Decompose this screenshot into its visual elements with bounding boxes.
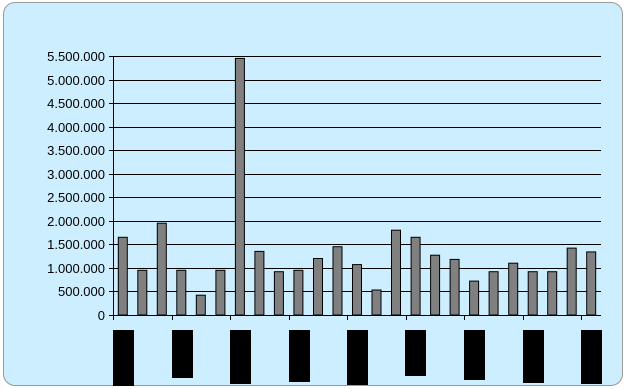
- y-tick-label: 5.500.000: [47, 49, 105, 64]
- bar: [293, 269, 304, 316]
- bar: [449, 258, 460, 316]
- bar: [391, 229, 401, 316]
- x-label-redaction-block: [113, 330, 134, 386]
- bar: [527, 271, 538, 316]
- bar: [469, 280, 480, 316]
- y-tick-label: 1.000.000: [47, 261, 105, 276]
- y-tick-label: 4.000.000: [47, 120, 105, 135]
- x-label-redaction-block: [405, 330, 426, 376]
- bar: [254, 250, 265, 316]
- bar: [586, 251, 597, 316]
- bar: [430, 254, 441, 316]
- bar: [195, 294, 206, 316]
- y-tick-label: 1.500.000: [47, 237, 105, 252]
- bar: [547, 271, 558, 316]
- bar: [176, 269, 187, 316]
- y-tick-label: 3.000.000: [47, 167, 105, 182]
- bars: [117, 57, 597, 316]
- bar: [371, 289, 382, 316]
- bar: [313, 258, 323, 316]
- y-tick-label: 3.500.000: [47, 143, 105, 158]
- redacted-x-labels: [113, 330, 602, 386]
- y-tick-label: 500.000: [58, 284, 105, 299]
- x-label-redaction-block: [347, 330, 368, 385]
- y-axis-tick-labels: 0 500.000 1.000.000 1.500.000 2.000.000 2.500…: [47, 49, 105, 323]
- bar: [234, 57, 245, 316]
- bar: [410, 236, 421, 316]
- x-label-redaction-block: [464, 330, 485, 380]
- x-label-redaction-block: [581, 330, 602, 384]
- y-tick-label: 0: [98, 308, 105, 323]
- chart-frame: [3, 2, 623, 386]
- x-label-redaction-block: [289, 330, 310, 382]
- y-tick-label: 5.000.000: [47, 73, 105, 88]
- bar: [332, 246, 343, 316]
- y-tick-label: 2.500.000: [47, 190, 105, 205]
- bar: [215, 269, 226, 316]
- x-label-redaction-block: [172, 330, 193, 378]
- x-label-redaction-block: [523, 330, 544, 383]
- gridlines: [113, 56, 601, 292]
- bar: [117, 236, 128, 316]
- bar: [156, 222, 167, 316]
- bar: [137, 269, 148, 316]
- bar: [508, 262, 519, 316]
- bar: [273, 271, 284, 316]
- x-label-redaction-block: [230, 330, 251, 384]
- bar: [566, 247, 577, 316]
- bar: [488, 271, 499, 316]
- y-tick-label: 4.500.000: [47, 96, 105, 111]
- y-tick-label: 2.000.000: [47, 214, 105, 229]
- bar: [352, 264, 362, 316]
- axes: [109, 56, 601, 320]
